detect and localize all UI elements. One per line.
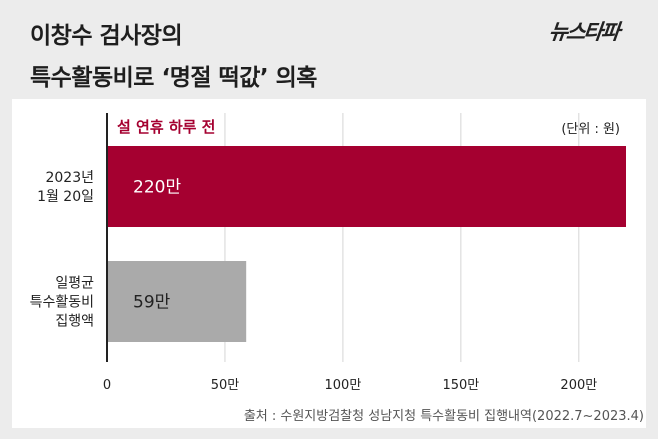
category-label: 일평균 — [55, 276, 94, 292]
x-tick-label: 100만 — [325, 378, 362, 393]
unit-label: (단위 : 원) — [561, 122, 620, 137]
source-note: 출처 : 수원지방검찰청 성남지청 특수활동비 집행내역(2022.7~2023… — [243, 409, 644, 424]
x-tick-label: 0 — [103, 378, 111, 393]
bar — [107, 146, 626, 227]
x-tick-label: 200만 — [560, 378, 597, 393]
chart-title-line-2: 특수활동비로 ‘명절 떡값’ 의혹 — [30, 65, 317, 91]
chart-subtitle: 설 연휴 하루 전 — [117, 118, 216, 136]
x-tick-label: 50만 — [211, 378, 240, 393]
x-tick-label: 150만 — [442, 378, 479, 393]
bar — [107, 261, 247, 342]
chart-title-line-1: 이창수 검사장의 — [30, 23, 183, 49]
category-label: 1월 20일 — [37, 189, 94, 205]
category-label: 집행액 — [55, 314, 94, 330]
category-label: 특수활동비 — [30, 295, 94, 311]
bar-value-label: 220만 — [133, 178, 181, 198]
category-label: 2023년 — [45, 170, 94, 186]
bar-value-label: 59만 — [133, 293, 171, 313]
